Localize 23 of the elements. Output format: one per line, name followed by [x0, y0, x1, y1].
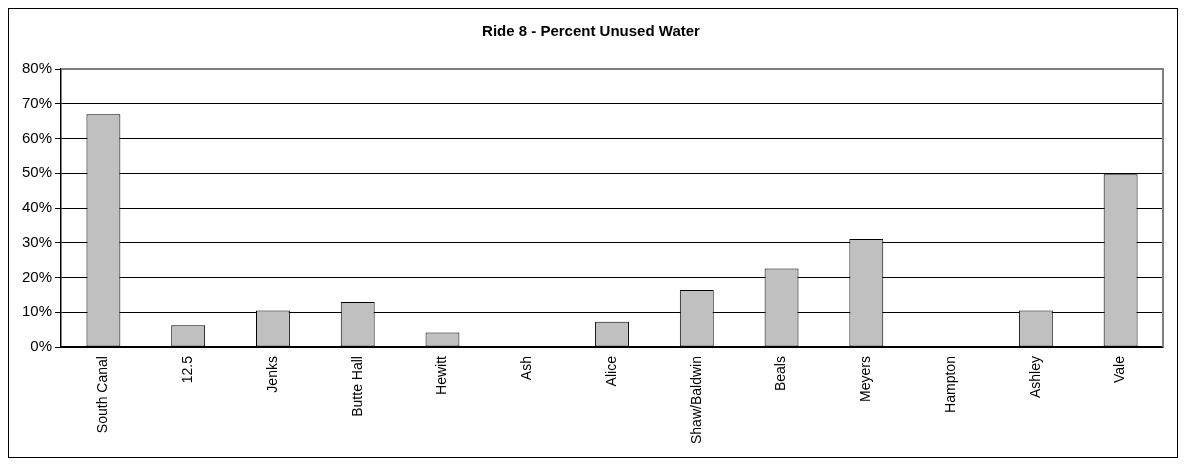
x-tick-label: Alice	[602, 355, 619, 387]
chart-title: Ride 8 - Percent Unused Water	[482, 22, 701, 40]
y-tick-label: 70%	[21, 93, 53, 111]
x-tick-label: Vale	[1111, 355, 1128, 384]
x-tick-label: Ash	[518, 356, 535, 381]
x-tick-label: Beals	[772, 356, 789, 392]
x-tick-label: Ashley	[1026, 356, 1043, 399]
y-tick-label: 80%	[21, 59, 53, 77]
x-tick-label: Butte Hall	[348, 356, 365, 417]
y-tick-label: 40%	[21, 198, 53, 216]
x-tick-label: Hampton	[941, 356, 958, 413]
y-tick-label: 50%	[21, 163, 53, 181]
x-tick-label: South Canal	[94, 356, 111, 434]
y-tick-label: 60%	[21, 128, 53, 146]
x-tick-label: Shaw/Baldwin	[687, 356, 704, 444]
x-tick-label: Hewitt	[433, 355, 450, 395]
x-tick-label: 12.5	[179, 355, 196, 384]
y-tick-label: 30%	[21, 232, 53, 250]
x-tick-label: Meyers	[857, 356, 874, 402]
y-tick-label: 10%	[21, 302, 53, 320]
x-tick-label: Jenks	[263, 356, 280, 393]
y-tick-label: 20%	[21, 267, 53, 285]
y-tick-label: 0%	[30, 337, 53, 355]
